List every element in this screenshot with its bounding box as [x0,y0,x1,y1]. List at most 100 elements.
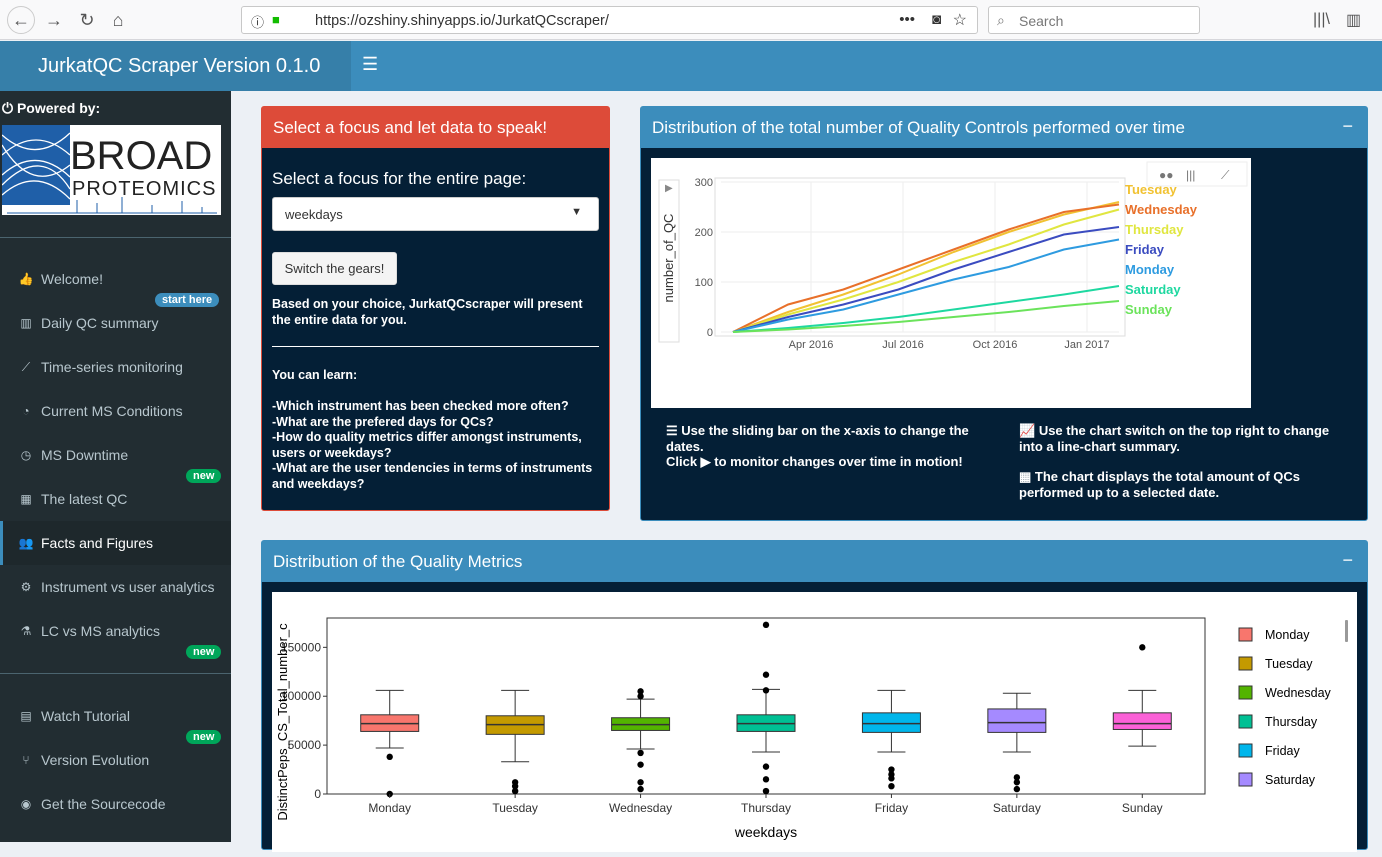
legend-key [1238,714,1253,729]
new-badge: new [186,645,222,659]
metrics-box-plot-svg[interactable]: 0 50000 100000 150000DistinctPeps_CS_Total_… [272,592,1357,852]
sidebar-item-label: MS Downtime [41,447,129,463]
legend-key [1238,656,1253,671]
learn-title: You can learn: [272,368,358,382]
line-chart-icon: ⟋ [21,359,31,374]
menu-toggle-icon[interactable]: ☰ [362,54,379,74]
pocket-icon[interactable]: ◙ [931,11,941,28]
outlier-point [1013,774,1021,781]
sidebar-item-instrument-vs-user-analytics[interactable]: ⚙ Instrument vs user analytics [0,565,231,609]
learn-item: -What are the prefered days for QCs? [272,414,494,429]
sidebar-item-label: Version Evolution [41,752,150,768]
legend-key [1238,685,1253,700]
focus-select-value: weekdays [285,207,343,222]
sidebar-divider [0,237,231,238]
bar-chart-icon: ▥ [20,316,32,330]
x-tick-label: Sunday [1122,801,1163,815]
focus-note: Based on your choice, JurkatQCscraper wi… [272,297,583,327]
sidebar-item-lc-vs-ms-analytics[interactable]: ⚗ LC vs MS analytics [0,609,231,653]
outlier-point [762,621,770,629]
x-axis-label: weekdays [734,824,797,840]
search-icon: ⌕ [997,12,1005,28]
mode-bar [1146,161,1248,187]
legend-label: Saturday [1265,773,1316,787]
sliders-icon: ☰ [666,423,678,438]
library-icon[interactable]: |||\ [1313,11,1330,28]
outlier-point [511,782,519,790]
box-sunday [1112,712,1172,730]
back-icon[interactable]: ← [7,6,35,34]
play-icon: ▶ [665,183,673,194]
home-icon[interactable]: ⌂ [112,9,124,30]
powered-by-label: ⏻ Powered by: [2,100,101,116]
code-fork-icon: ⑂ [22,753,30,767]
series-line-wednesday [732,203,1120,333]
calendar-icon: ▦ [1019,469,1032,484]
sidebar-toggle-icon[interactable]: ▥ [1346,12,1362,29]
outlier-point [1013,779,1021,786]
star-icon[interactable]: ☆ [952,12,967,29]
app-title[interactable]: JurkatQC Scraper Version 0.1.0 [0,41,351,91]
sidebar-item-get-the-sourcecode[interactable]: ◉ Get the Sourcecode [0,782,231,826]
learn-item: -Which instrument has been checked more … [272,399,569,413]
more-icon[interactable]: ••• [899,11,915,28]
switch-gears-button[interactable]: Switch the gears! [272,252,397,285]
legend-saturday: Saturday [1125,282,1181,297]
sidebar-item-time-series-monitoring[interactable]: ⟋ Time-series monitoring [0,345,231,389]
legend-label: Friday [1265,744,1300,758]
sidebar-item-the-latest-qc[interactable]: ▦ The latest QC [0,477,231,521]
legend-label: Wednesday [1265,686,1332,700]
legend-friday: Friday [1125,242,1165,257]
outlier-point [762,787,770,795]
sidebar-divider [0,673,231,674]
focus-divider [272,346,599,347]
search-box[interactable]: ⌕ Search [988,6,1200,34]
minimize-button[interactable]: − [1342,116,1353,136]
sidebar-item-watch-tutorial[interactable]: ▤ Watch Tutorial [0,694,231,738]
learn-item: -What are the user tendencies in terms o… [272,461,593,491]
series-line-sunday [732,300,1120,333]
start-here-badge: start here [155,293,220,307]
qc-line-chart[interactable]: 0 100 200 300 Apr 2016 Jul 2016 Oct 2016 Jan 20… [651,158,1251,408]
legend-wednesday: Wednesday [1125,202,1198,217]
info-icon[interactable]: ⓘ [251,15,265,30]
logo-main-text: BROAD [70,134,212,178]
sidebar-item-current-ms-conditions[interactable]: ◔ Current MS Conditions [0,389,231,433]
sidebar-item-label: LC vs MS analytics [41,623,161,639]
sidebar-item-welcome[interactable]: 👍 Welcome! [0,257,231,301]
y-tick-label: 100000 [281,689,321,703]
url-bar[interactable]: ⓘ ■ https://ozshiny.shinyapps.io/JurkatQ… [241,6,978,34]
film-icon: ▤ [20,709,32,723]
sidebar-item-ms-downtime[interactable]: ◷ MS Downtime [0,433,231,477]
sidebar-item-facts-and-figures[interactable]: 👥 Facts and Figures [0,521,231,565]
scatter-mode-icon: ●● [1159,168,1174,182]
outlier-point [762,671,770,678]
metrics-box-plot[interactable]: 0 50000 100000 150000 DistinctPeps_CS_Total_… [272,592,1357,852]
reload-icon[interactable]: ↻ [79,9,95,30]
learn-item: -How do quality metrics differ amongst i… [272,430,582,460]
outlier-point [637,761,644,768]
outlier-point [762,763,770,770]
sidebar-item-daily-qc-summary[interactable]: ▥ Daily QC summary [0,301,231,345]
x-tick-label: Jan 2017 [1064,339,1109,351]
minimize-button[interactable]: − [1342,550,1353,570]
x-tick-label: Saturday [993,801,1041,815]
plot-area [714,177,1126,337]
x-tick-label: Monday [368,801,411,815]
y-axis-label: number_of_QC [661,214,676,303]
gears-icon: ⚙ [20,580,32,594]
sidebar-item-label: Welcome! [41,271,103,287]
y-tick-label: 0 [314,787,321,801]
qc-line-chart-svg[interactable]: 0 100 200 300 Apr 2016 Jul 2016 Oct 2016 Jan 20… [651,158,1251,408]
forward-icon[interactable]: → [45,9,63,30]
users-icon: 👥 [18,536,34,550]
outlier-point [762,776,770,783]
focus-select[interactable]: weekdays ▼ [272,197,599,231]
x-tick-label: Friday [875,801,908,815]
sidebar-item-version-evolution[interactable]: ⑂ Version Evolution [0,738,231,782]
x-tick-label: Tuesday [492,801,538,815]
y-tick-label: 150000 [281,640,321,654]
broad-proteomics-logo: BROAD PROTEOMICS [2,125,221,215]
tip-total: ▦ The chart displays the total amount of… [1019,469,1301,500]
url-text: https://ozshiny.shinyapps.io/JurkatQCscr… [315,13,609,29]
